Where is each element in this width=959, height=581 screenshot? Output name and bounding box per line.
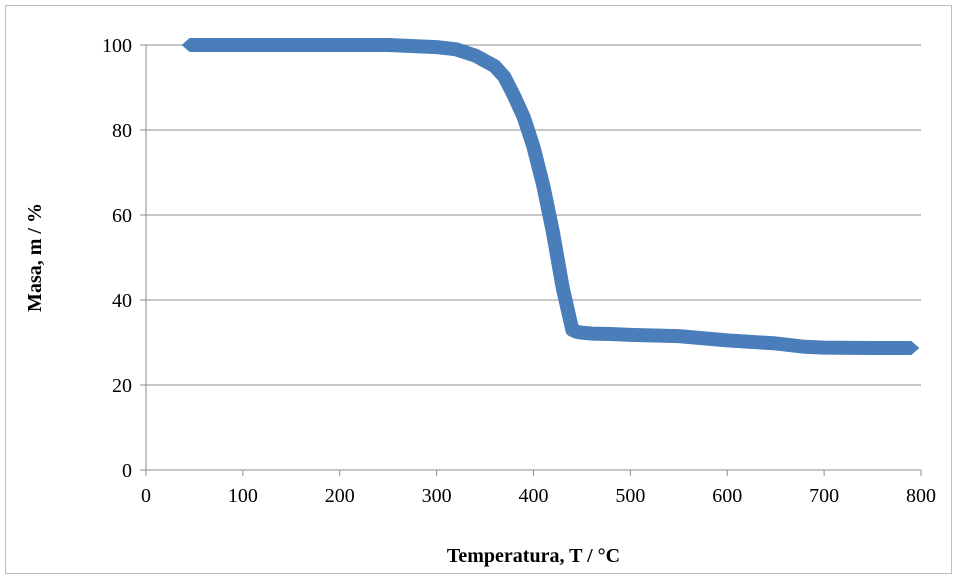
- chart-canvas: 0 20 40 60 80 100 0 100 200 300 400 500 600 700 800 Te…: [24, 35, 936, 567]
- x-tick-label-200: 200: [325, 485, 355, 507]
- series-layer: [181, 38, 920, 356]
- axes: [140, 44, 922, 476]
- chart-frame: 0 20 40 60 80 100 0 100 200 300 400 500 600 700 800 Te…: [5, 5, 952, 574]
- y-tick-label-80: 80: [112, 120, 132, 142]
- x-tick-label-0: 0: [141, 485, 151, 507]
- y-tick-label-60: 60: [112, 205, 132, 227]
- y-axis-title: Masa, m / %: [24, 203, 46, 312]
- y-tick-label-100: 100: [102, 35, 132, 57]
- x-tick-label-500: 500: [615, 485, 645, 507]
- series-start-marker-0: [181, 38, 198, 52]
- x-tick-label-100: 100: [228, 485, 258, 507]
- y-tick-label-0: 0: [122, 460, 132, 482]
- gridlines: [146, 44, 921, 386]
- x-axis-title: Temperatura, T / °C: [447, 545, 620, 567]
- x-tick-label-700: 700: [809, 485, 839, 507]
- y-tick-label-20: 20: [112, 375, 132, 397]
- y-tick-label-40: 40: [112, 290, 132, 312]
- series-line-0: [189, 38, 912, 355]
- series-end-marker-0: [903, 341, 920, 356]
- x-tick-label-600: 600: [712, 485, 742, 507]
- x-tick-label-400: 400: [519, 485, 549, 507]
- x-tick-label-800: 800: [906, 485, 936, 507]
- tick-labels: 0 20 40 60 80 100 0 100 200 300 400 500 600 700 800: [102, 35, 936, 507]
- x-tick-label-300: 300: [422, 485, 452, 507]
